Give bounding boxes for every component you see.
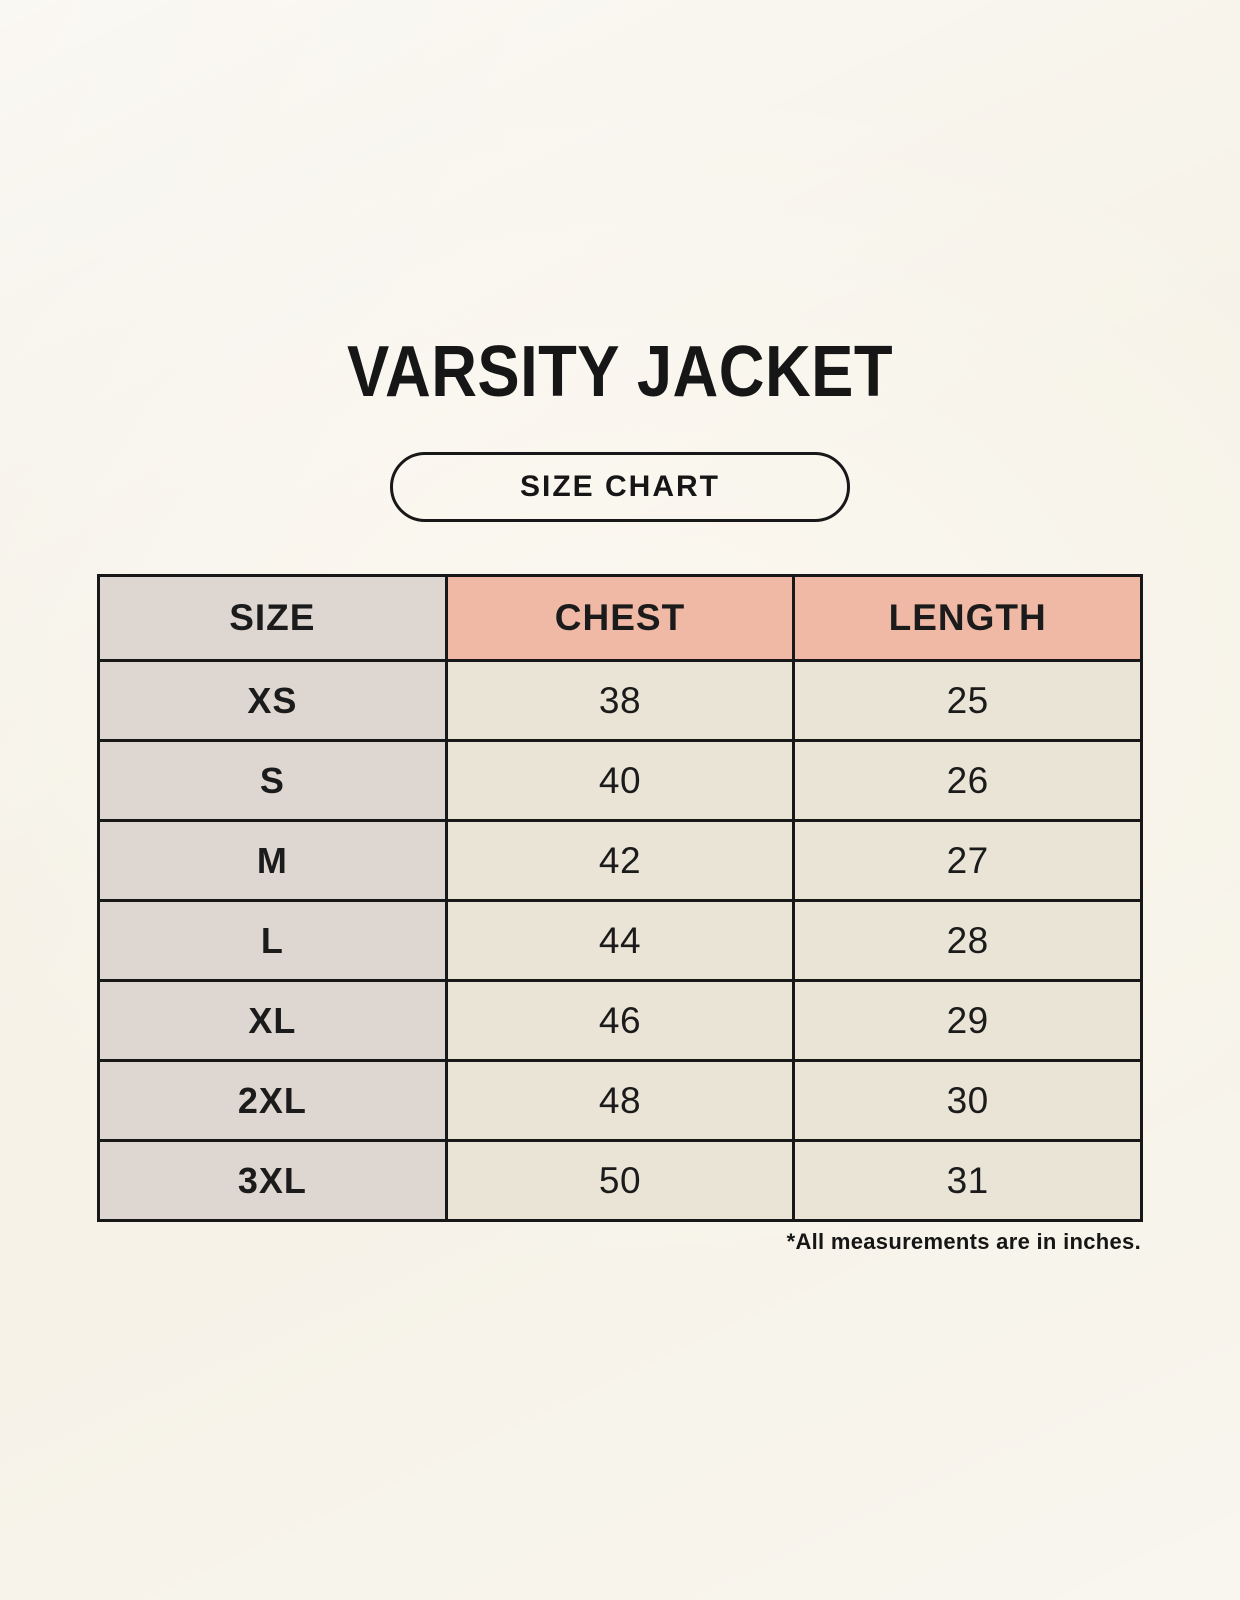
table-row-xl: XL 46 29 xyxy=(97,979,1143,1062)
length-cell: 31 xyxy=(792,1139,1143,1222)
length-cell: 25 xyxy=(792,659,1143,742)
size-cell: 3XL xyxy=(97,1139,448,1222)
length-cell: 28 xyxy=(792,899,1143,982)
size-table-container: SIZE CHEST LENGTH XS 38 25 S 40 26 M xyxy=(97,574,1143,1255)
table-row-m: M 42 27 xyxy=(97,819,1143,902)
chest-cell: 38 xyxy=(444,659,796,742)
table-row-2xl: 2XL 48 30 xyxy=(97,1059,1143,1142)
chest-cell: 48 xyxy=(444,1059,796,1142)
size-cell: 2XL xyxy=(97,1059,448,1142)
measurements-footnote: *All measurements are in inches. xyxy=(786,1229,1141,1254)
column-header-chest: CHEST xyxy=(444,574,796,662)
size-cell: L xyxy=(97,899,448,982)
size-cell: M xyxy=(97,819,448,902)
chest-cell: 46 xyxy=(444,979,796,1062)
length-cell: 30 xyxy=(792,1059,1143,1142)
chest-cell: 50 xyxy=(444,1139,796,1222)
size-cell: XL xyxy=(97,979,448,1062)
chest-cell: 42 xyxy=(444,819,796,902)
table-row-3xl: 3XL 50 31 xyxy=(97,1139,1143,1222)
length-cell: 29 xyxy=(792,979,1143,1062)
table-row-xs: XS 38 25 xyxy=(97,659,1143,742)
chest-cell: 40 xyxy=(444,739,796,822)
size-cell: XS xyxy=(97,659,448,742)
header-row: SIZE CHEST LENGTH xyxy=(97,574,1143,662)
length-cell: 26 xyxy=(792,739,1143,822)
page-title: VARSITY JACKET xyxy=(346,332,893,412)
size-chart-badge-label: SIZE CHART xyxy=(520,470,720,503)
size-chart-badge: SIZE CHART xyxy=(390,452,850,522)
length-cell: 27 xyxy=(792,819,1143,902)
table-row-s: S 40 26 xyxy=(97,739,1143,822)
chest-cell: 44 xyxy=(444,899,796,982)
column-header-length: LENGTH xyxy=(792,574,1143,662)
column-header-size: SIZE xyxy=(97,574,448,662)
table-row-l: L 44 28 xyxy=(97,899,1143,982)
size-cell: S xyxy=(97,739,448,822)
size-table: SIZE CHEST LENGTH XS 38 25 S 40 26 M xyxy=(97,574,1143,1222)
